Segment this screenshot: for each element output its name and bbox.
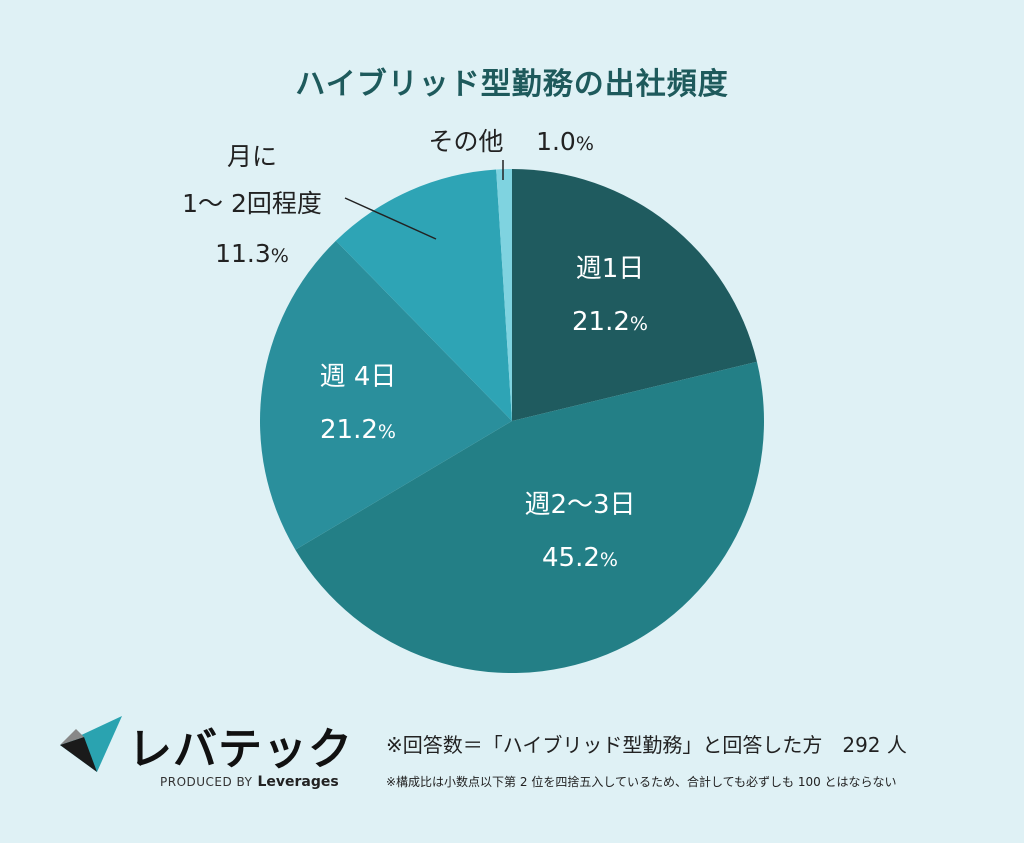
- pct-sign: %: [378, 421, 396, 443]
- rounding-note: ※構成比は小数点以下第 2 位を四捨五入しているため、合計しても必ずしも 100…: [386, 774, 897, 789]
- company-name: Leverages: [257, 774, 338, 790]
- slice-pct-value: 21.2: [572, 307, 630, 337]
- slice-other: [496, 169, 512, 421]
- pct-sign: %: [576, 133, 594, 155]
- slice-label-week4: 週 4日: [320, 362, 397, 392]
- logo-mark-grey-icon: [60, 729, 84, 745]
- slice-label-week2-3: 週2〜3日: [524, 490, 635, 520]
- slice-label-other: その他: [428, 127, 503, 156]
- slice-label-week1: 週1日: [576, 254, 645, 284]
- chart-title: ハイブリッド型勤務の出社頻度: [295, 67, 728, 102]
- slice-pct-week4: 21.2%: [320, 415, 396, 445]
- produced-by-text: PRODUCED BY: [160, 775, 253, 789]
- slice-pct-week2-3: 45.2%: [542, 543, 618, 573]
- slice-pct-value: 21.2: [320, 415, 378, 445]
- slice-pct-monthly: 11.3%: [215, 239, 289, 268]
- levtech-logo: レバテック PRODUCED BY Leverages: [60, 716, 353, 790]
- leader-line-monthly: [344, 197, 437, 240]
- logo-mark-dark-icon: [60, 737, 97, 772]
- slice-week4: [259, 240, 512, 550]
- sample-size-note: ※回答数＝「ハイブリッド型勤務」と回答した方 292 人: [386, 733, 907, 757]
- pct-sign: %: [600, 549, 618, 571]
- slice-label-monthly-line2: 1〜 2回程度: [182, 189, 322, 218]
- pct-sign: %: [271, 245, 289, 267]
- pct-sign: %: [630, 313, 648, 335]
- logo-name: レバテック: [128, 724, 353, 775]
- slice-week2-3: [295, 361, 765, 674]
- slice-pct-value: 1.0: [536, 127, 576, 156]
- slice-monthly: [335, 169, 512, 421]
- slice-pct-other: 1.0%: [536, 127, 594, 156]
- logo-produced-by: PRODUCED BY Leverages: [160, 774, 339, 790]
- slice-pct-value: 45.2: [542, 543, 600, 573]
- slice-pct-week1: 21.2%: [572, 307, 648, 337]
- logo-mark-icon: [60, 716, 122, 772]
- slice-pct-value: 11.3: [215, 239, 271, 268]
- slice-label-monthly-line1: 月に: [227, 142, 277, 171]
- pie-slices: [259, 169, 765, 674]
- slice-week1: [512, 169, 757, 421]
